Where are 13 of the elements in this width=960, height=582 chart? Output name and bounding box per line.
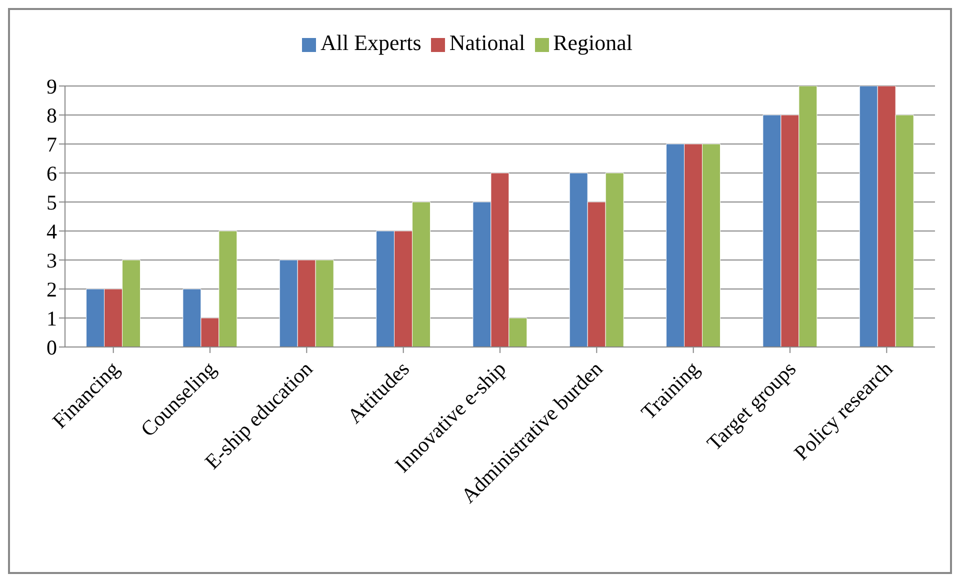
- legend-label: All Experts: [320, 30, 422, 55]
- y-tick-label: 2: [46, 277, 57, 302]
- y-tick-label: 5: [46, 190, 57, 214]
- y-tick-label: 1: [46, 306, 57, 330]
- y-tick-label: 7: [46, 132, 57, 156]
- y-tick-label: 3: [46, 248, 57, 272]
- y-tick-label: 4: [46, 219, 58, 244]
- y-tick-label: 8: [46, 103, 57, 128]
- y-tick-label: 6: [46, 161, 57, 186]
- legend-label: Regional: [553, 30, 633, 55]
- legend-label: National: [449, 30, 526, 55]
- y-tick-label: 9: [46, 74, 57, 98]
- y-tick-label: 0: [46, 335, 57, 360]
